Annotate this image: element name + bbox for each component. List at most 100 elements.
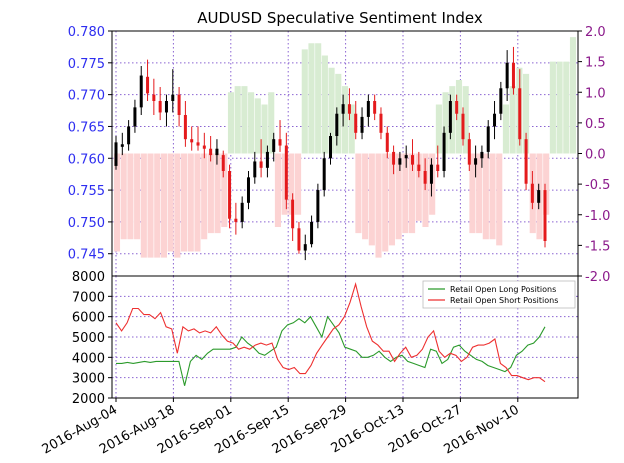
positions-lines: [115, 282, 546, 386]
ssi-bar: [341, 86, 349, 154]
ssi-tick-label: 1.5: [585, 56, 606, 71]
ssi-bar: [395, 153, 402, 240]
candlesticks: [114, 46, 547, 261]
candle-body: [114, 142, 118, 166]
ssi-bar: [422, 153, 429, 227]
candle-body: [486, 126, 490, 152]
ssi-bar: [375, 153, 382, 258]
ssi-bar: [127, 153, 134, 240]
ssi-bar: [308, 43, 315, 154]
legend-box: [422, 280, 576, 309]
candle-body: [171, 94, 175, 101]
ssi-bar: [160, 153, 167, 258]
ssi-bar: [201, 153, 208, 240]
candle-body: [537, 190, 541, 203]
ssi-bar: [315, 43, 322, 154]
candle-body: [146, 76, 150, 94]
candle-body: [518, 88, 522, 140]
candle-body: [354, 113, 358, 133]
candle-body: [467, 139, 471, 165]
ssi-bar: [194, 153, 201, 252]
ssi-tick-label: -1.5: [585, 239, 610, 254]
candle-body: [158, 101, 162, 113]
candle-body: [291, 199, 295, 229]
ssi-bar: [382, 153, 389, 252]
short-positions-line: [115, 282, 546, 383]
ssi-bar: [335, 73, 342, 154]
candle-body: [196, 142, 200, 146]
ssi-bar: [147, 153, 154, 258]
candle-body: [505, 62, 509, 89]
legend-label: Retail Open Long Positions: [450, 285, 556, 294]
candle-body: [417, 164, 421, 171]
ssi-bar: [328, 67, 335, 154]
ssi-bar: [455, 80, 463, 154]
ssi-bar: [181, 153, 188, 252]
candle-body: [392, 151, 396, 165]
candle-body: [190, 139, 194, 143]
candle-body: [474, 158, 478, 165]
candle-body: [228, 171, 232, 219]
ssi-bar: [509, 86, 516, 154]
price-tick-label: 0.770: [68, 89, 105, 104]
ssi-bar: [355, 153, 362, 234]
candle-body: [133, 107, 137, 127]
ssi-bar: [476, 153, 483, 234]
ssi-bar: [134, 153, 141, 240]
candle-body: [164, 101, 168, 113]
candle-body: [322, 158, 326, 191]
ssi-bar: [435, 104, 442, 154]
candle-body: [530, 183, 534, 203]
price-tick-label: 0.765: [68, 120, 105, 135]
candle-body: [404, 155, 408, 159]
ssi-bar: [442, 92, 449, 154]
ssi-bars: [113, 37, 577, 258]
candle-body: [385, 132, 389, 152]
candle-body: [379, 113, 383, 133]
candle-body: [303, 244, 307, 251]
candle-body: [209, 148, 213, 156]
ssi-bar: [462, 86, 469, 154]
candle-body: [480, 151, 484, 159]
chart-title: AUDUSD Speculative Sentiment Index: [197, 9, 483, 27]
ssi-tick-label: 2.0: [585, 25, 606, 40]
ssi-bar: [274, 153, 281, 227]
ssi-bar: [502, 104, 509, 154]
candle-body: [240, 202, 244, 222]
candle-body: [436, 164, 440, 171]
date-axis-ticks: 2016-Aug-042016-Aug-182016-Sep-012016-Se…: [40, 398, 522, 458]
ssi-bar: [549, 61, 556, 154]
ssi-tick-label: -0.5: [585, 178, 610, 193]
candle-body: [448, 101, 452, 133]
candle-body: [360, 116, 364, 133]
candle-body: [265, 151, 269, 168]
ssi-bar: [301, 49, 308, 154]
ssi-bar: [368, 153, 375, 246]
positions-top-tick-label: 8000: [72, 270, 105, 285]
candle-body: [341, 104, 345, 114]
positions-tick-label: 2000: [72, 392, 105, 407]
price-tick-label: 0.780: [68, 25, 105, 40]
candle-body: [329, 136, 332, 159]
ssi-bar: [167, 153, 174, 252]
candle-body: [284, 145, 288, 200]
positions-tick-label: 3000: [72, 372, 105, 387]
ssi-bar: [234, 86, 241, 154]
ssi-bar: [214, 153, 221, 234]
candle-body: [411, 155, 415, 165]
candle-body: [316, 190, 320, 222]
ssi-tick-label: -1.0: [585, 209, 610, 224]
ssi-tick-label: 0.5: [585, 117, 606, 132]
price-tick-label: 0.745: [68, 248, 105, 263]
ssi-tick-label: -2.0: [585, 270, 610, 285]
candle-body: [278, 139, 282, 146]
ssi-bar: [227, 92, 235, 154]
candle-body: [335, 113, 339, 136]
ssi-bar: [254, 98, 261, 154]
candle-body: [347, 104, 351, 114]
ssi-bar: [543, 153, 550, 215]
positions-tick-label: 4000: [72, 351, 105, 366]
ssi-bar: [449, 86, 456, 154]
positions-tick-label: 5000: [72, 331, 105, 346]
